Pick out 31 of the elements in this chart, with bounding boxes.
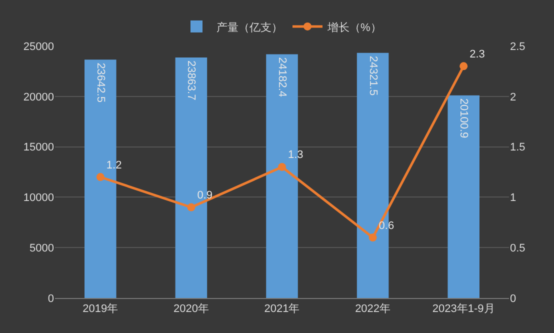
y2-tick-label: 2.5 [510,40,526,53]
x-tick-label: 2023年1-9月 [432,303,495,316]
data-label: 24321.5 [366,56,379,96]
y-tick-label: 15000 [23,142,54,154]
y2-tick-label: 1 [510,192,516,204]
y2-tick-label: 0.5 [510,242,526,254]
point [187,203,196,212]
point [460,62,468,70]
legend-label: 产量（亿支） [216,20,282,34]
data-label: 23863.7 [185,60,198,100]
x-tick-label: 2021年 [264,303,300,316]
data-label: 24182.4 [276,57,288,98]
x-tick-label: 2020年 [173,303,209,316]
y-tick-label: 20000 [23,91,54,104]
y-tick-label: 5000 [30,242,54,254]
point [368,234,377,242]
y-tick-label: 10000 [23,192,54,204]
y-tick-label: 0 [48,292,54,305]
y2-tick-label: 0 [510,292,516,305]
data-label: 20100.9 [458,98,470,138]
point [96,173,104,182]
point [278,162,286,171]
x-tick-label: 2019年 [82,303,118,316]
y-tick-label: 25000 [23,40,54,53]
bar [448,95,480,298]
data-label: 2.3 [470,48,485,60]
x-tick-label: 2022年 [355,303,391,316]
y2-tick-label: 1.5 [510,142,526,154]
legend-label: 增长（%） [326,20,382,34]
data-label: 23642.5 [94,62,106,102]
y2-tick-label: 2 [510,91,516,104]
